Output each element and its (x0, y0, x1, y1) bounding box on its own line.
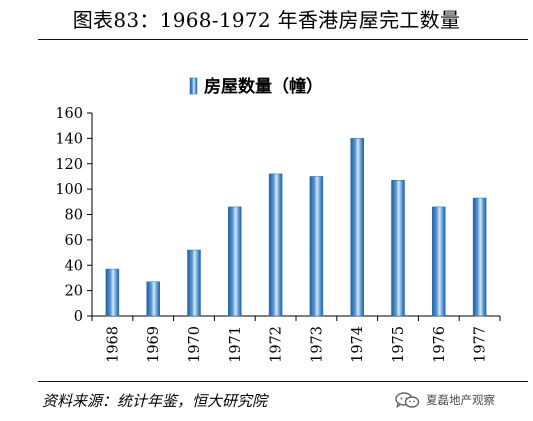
wechat-watermark: 夏磊地产观察 (394, 389, 495, 411)
wechat-icon (395, 392, 420, 408)
bar-1973 (309, 176, 324, 317)
x-tick-label: 1972 (269, 326, 285, 363)
x-tick-label: 1970 (187, 326, 203, 363)
y-tick-label: 60 (65, 233, 83, 249)
source-note: 资料来源：统计年鉴，恒大研究院 (42, 392, 268, 410)
bar-1971 (228, 206, 242, 317)
y-tick-label: 120 (55, 157, 83, 173)
x-tick-label: 1975 (391, 326, 407, 363)
legend-label: 房屋数量（幢） (204, 76, 323, 97)
x-tick-label: 1969 (146, 326, 162, 363)
bar-1970 (187, 249, 201, 317)
y-tick-label: 0 (74, 309, 83, 325)
figure-title: 图表83：1968-1972 年香港房屋完工数量 (72, 8, 461, 32)
bar-1976 (432, 206, 446, 317)
y-tick-label: 160 (55, 106, 83, 122)
x-tick-label: 1971 (228, 326, 244, 363)
y-tick-label: 80 (65, 208, 83, 224)
bar-1975 (391, 179, 405, 317)
legend-marker (189, 77, 198, 95)
x-tick-label: 1973 (309, 326, 325, 363)
x-tick-label: 1974 (350, 326, 366, 363)
y-tick-label: 100 (55, 182, 83, 198)
y-tick-label: 40 (65, 258, 83, 274)
title-divider (38, 39, 528, 40)
source-divider (38, 381, 528, 382)
bar-1977 (472, 197, 487, 317)
x-tick-label: 1968 (105, 326, 121, 363)
x-tick-label: 1976 (432, 326, 448, 363)
bar-1974 (350, 138, 364, 317)
watermark-label: 夏磊地产观察 (426, 393, 495, 407)
bar-1968 (105, 268, 120, 317)
y-tick-label: 140 (55, 131, 83, 147)
bar-1972 (268, 173, 283, 317)
bar-1969 (146, 281, 160, 317)
y-tick-label: 20 (65, 284, 83, 300)
x-tick-label: 1977 (473, 326, 489, 363)
